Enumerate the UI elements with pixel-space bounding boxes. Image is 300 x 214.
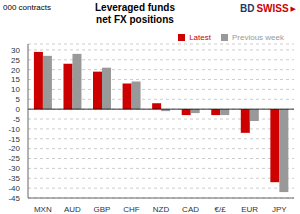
svg-text:15: 15 <box>11 75 20 84</box>
html-text:Latest: Latest <box>189 33 211 42</box>
svg-text:-40: -40 <box>8 184 20 193</box>
svg-text:-15: -15 <box>8 135 20 144</box>
svg-text:0: 0 <box>16 105 21 114</box>
svg-text:-10: -10 <box>8 125 20 134</box>
html-text:Previous week: Previous week <box>232 33 284 42</box>
svg-text:EUR: EUR <box>241 205 258 214</box>
svg-text:-20: -20 <box>8 144 20 153</box>
html-text:net FX positions: net FX positions <box>96 14 174 25</box>
svg-text:-30: -30 <box>8 164 20 173</box>
svg-text:NZD: NZD <box>153 205 170 214</box>
html-text:BD SWISS▶: BD SWISS▶ <box>239 3 296 14</box>
svg-text:-35: -35 <box>8 174 20 183</box>
svg-text:5: 5 <box>16 95 21 104</box>
svg-text:€/£: €/£ <box>215 205 227 214</box>
html-text:000 contracts: 000 contracts <box>3 3 51 12</box>
svg-text:30: 30 <box>11 46 20 55</box>
svg-text:25: 25 <box>11 56 20 65</box>
svg-text:20: 20 <box>11 66 20 75</box>
svg-text:MXN: MXN <box>34 205 52 214</box>
svg-text:CAD: CAD <box>182 205 199 214</box>
svg-text:GBP: GBP <box>93 205 110 214</box>
svg-text:-5: -5 <box>13 115 21 124</box>
html-text:Leveraged funds: Leveraged funds <box>95 2 175 13</box>
svg-text:JPY: JPY <box>272 205 287 214</box>
svg-text:CHF: CHF <box>123 205 140 214</box>
svg-text:10: 10 <box>11 85 20 94</box>
svg-text:-25: -25 <box>8 154 20 163</box>
svg-text:-45: -45 <box>8 194 20 203</box>
svg-text:AUD: AUD <box>64 205 81 214</box>
